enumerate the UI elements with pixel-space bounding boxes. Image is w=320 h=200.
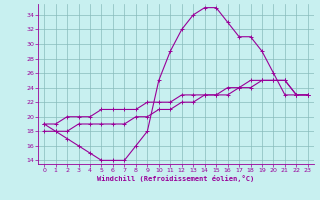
X-axis label: Windchill (Refroidissement éolien,°C): Windchill (Refroidissement éolien,°C) bbox=[97, 175, 255, 182]
